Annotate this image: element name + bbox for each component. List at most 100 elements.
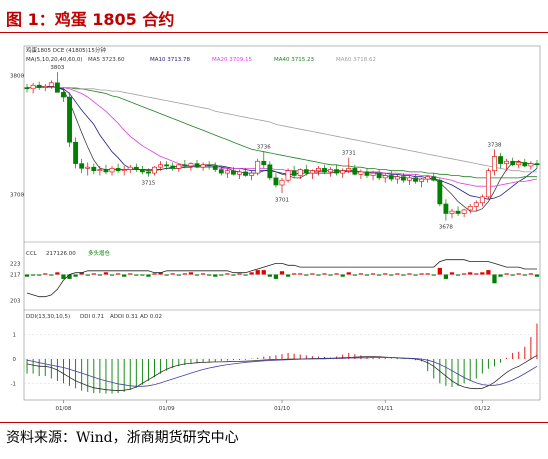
candle-body [255, 160, 261, 174]
ddi-params-label: DDI(13,30,10,5) [26, 314, 70, 320]
price-annotation: 3701 [275, 197, 289, 203]
ccl-bar [364, 274, 370, 276]
candle-body [358, 171, 364, 175]
candle-body [152, 166, 157, 174]
ddi-legend-addi: ADDI 0.31 [110, 314, 138, 320]
ccl-bar [334, 273, 339, 275]
ccl-bar [273, 274, 279, 279]
date-label: 01/12 [474, 406, 490, 412]
ccl-bar [61, 274, 66, 279]
candle-body [109, 168, 115, 173]
candle-body [133, 166, 139, 170]
candle-body [85, 166, 91, 169]
ccl-bar [128, 273, 133, 275]
ccl-bar [122, 274, 127, 277]
ccl-bar [97, 274, 103, 276]
ma-line-ma40 [27, 87, 537, 179]
ccl-bar [237, 273, 242, 275]
candle-body [522, 162, 528, 167]
candle-body [182, 164, 188, 167]
candle-body [224, 170, 230, 174]
candle-body [91, 166, 97, 172]
candle-body [285, 170, 291, 181]
candle-body [467, 206, 473, 211]
ccl-bar [528, 273, 534, 275]
ccl-bar [474, 273, 479, 275]
candle-body [30, 84, 36, 90]
ddi-tick-label: 0 [13, 357, 17, 363]
ccl-bar [200, 273, 206, 275]
ccl-bar [492, 274, 497, 284]
ccl-bar [43, 273, 48, 275]
ccl-bar [377, 274, 382, 276]
candle-body [237, 171, 242, 175]
ccl-bar [188, 272, 194, 275]
ccl-bar [504, 273, 509, 275]
price-panel-label: 鸡蛋1805 DCE (41805)15分钟 [26, 46, 106, 54]
candle-body [394, 176, 400, 180]
ccl-tick-label: 203 [10, 298, 21, 304]
ccl-bar [431, 274, 436, 276]
date-label: 01/08 [56, 406, 72, 412]
ccl-tick-label: 217 [10, 273, 21, 279]
ccl-bar [249, 272, 254, 275]
ccl-bar [425, 273, 430, 275]
candle-body [334, 169, 340, 174]
candle-body [309, 170, 315, 174]
ma-legend-ma5: MA5 3723.60 [88, 57, 125, 63]
candle-body [504, 160, 510, 164]
candle-body [461, 209, 467, 214]
price-tick-label: 3800 [10, 74, 24, 80]
ccl-extra-label: 多头增仓 [88, 249, 111, 257]
price-annotation: 3738 [487, 142, 501, 148]
candle-body [97, 169, 103, 172]
candle-body [449, 210, 455, 214]
ccl-bar [164, 274, 169, 276]
candle-body [382, 175, 388, 179]
ccl-bar [30, 274, 36, 276]
price-annotation: 3731 [342, 151, 356, 157]
candle-body [352, 168, 358, 175]
ccl-bar [370, 273, 376, 275]
candle-body [212, 165, 218, 170]
candle-body [388, 175, 394, 180]
ccl-bar [383, 273, 388, 275]
ccl-bar [49, 274, 54, 276]
ccl-label: CCL [26, 251, 38, 257]
date-label: 01/09 [159, 406, 175, 412]
candle-body [510, 160, 516, 166]
footer-rule [0, 422, 548, 423]
ma-line-ma60 [27, 87, 537, 173]
ccl-bar [213, 274, 218, 277]
candle-body [42, 86, 48, 88]
ccl-bar [225, 273, 230, 275]
candle-body [431, 176, 437, 181]
candle-body [498, 156, 503, 164]
candle-body [127, 166, 133, 170]
candle-body [231, 170, 236, 175]
ccl-bar [115, 273, 121, 275]
candle-body [188, 163, 194, 167]
ccl-bar [419, 273, 424, 275]
candle-body [443, 203, 449, 214]
candle-body [36, 84, 42, 88]
ccl-bar [340, 274, 345, 277]
ccl-bar [219, 274, 224, 276]
ma-line-ma20 [27, 87, 538, 187]
candle-body [485, 170, 491, 198]
ma-line-ma10 [27, 85, 538, 200]
candle-body [24, 87, 30, 90]
ccl-bar [170, 273, 175, 275]
ccl-bar [152, 273, 157, 275]
ccl-bar [480, 272, 485, 275]
ccl-bar [176, 274, 181, 276]
ccl-bar [304, 274, 309, 276]
ccl-bar [255, 270, 260, 275]
ccl-bar [292, 273, 297, 275]
ccl-bar [346, 272, 351, 275]
ccl-bar [207, 274, 212, 276]
candle-body [267, 164, 273, 179]
candle-body [479, 196, 485, 204]
candle-body [243, 171, 249, 176]
ccl-line [26, 259, 537, 298]
